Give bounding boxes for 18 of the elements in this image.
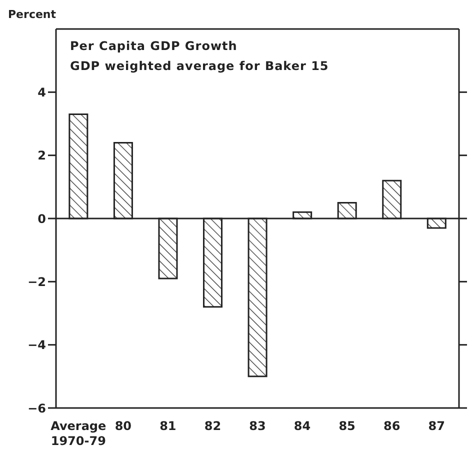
x-tick-label: 83 <box>249 419 266 433</box>
y-tick-label: 0 <box>38 212 46 226</box>
x-tick-label: 86 <box>383 419 400 433</box>
y-tick-label: −2 <box>28 274 46 289</box>
y-tick-label: 2 <box>38 148 46 163</box>
y-axis-title: Percent <box>8 8 56 21</box>
x-tick-label: 87 <box>428 419 445 433</box>
x-tick-label: 80 <box>114 419 132 433</box>
x-tick-label: Average 1970-79 <box>50 419 106 448</box>
x-tick-label: 82 <box>204 419 222 433</box>
y-tick-label: −6 <box>28 401 46 416</box>
x-tick-label: 81 <box>160 419 176 433</box>
text: Per Capita GDP Growth <box>70 38 238 55</box>
text: GDP weighted average for Baker 15 <box>70 58 329 75</box>
y-tick-label: 4 <box>38 85 46 100</box>
x-tick-label: 84 <box>294 419 311 433</box>
x-tick-label: 85 <box>338 419 356 433</box>
y-tick-label: −4 <box>28 338 46 352</box>
